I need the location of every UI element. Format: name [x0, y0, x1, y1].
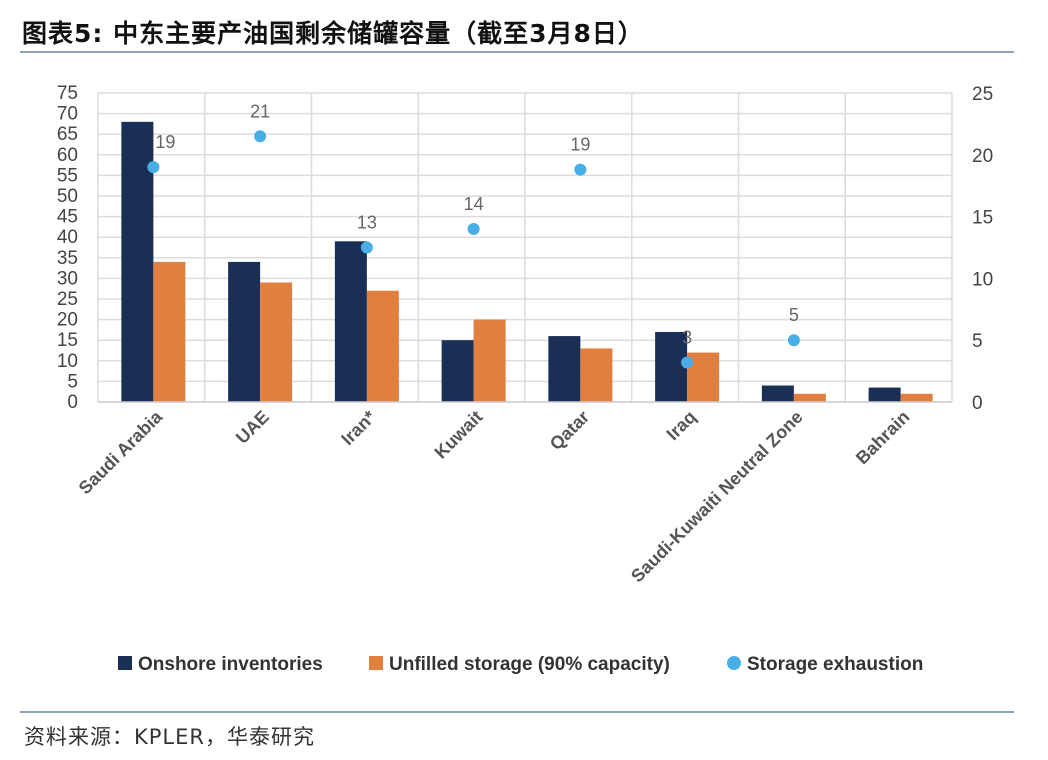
data-label: 13 — [357, 213, 377, 233]
right-axis-tick: 10 — [972, 269, 993, 290]
storage-exhaustion-point — [254, 130, 267, 143]
bar-onshore — [548, 336, 581, 402]
category-label: Saudi-Kuwaiti Neutral Zone — [627, 407, 807, 587]
storage-exhaustion-point — [681, 356, 694, 369]
bar-unfilled — [366, 290, 399, 402]
right-axis-tick: 25 — [972, 84, 993, 105]
storage-exhaustion-point — [787, 334, 800, 347]
left-axis-tick: 45 — [57, 207, 78, 228]
left-axis-tick: 70 — [57, 104, 78, 125]
bar-onshore — [334, 241, 367, 402]
category-label: Saudi Arabia — [75, 406, 167, 498]
left-axis-tick: 50 — [57, 186, 78, 207]
right-axis-tick: 20 — [972, 146, 993, 167]
left-axis-tick: 5 — [67, 371, 78, 392]
bar-unfilled — [260, 282, 293, 402]
left-axis-tick: 55 — [57, 165, 78, 186]
bar-onshore — [761, 385, 794, 402]
bar-unfilled — [153, 261, 186, 402]
legend-label: Storage exhaustion — [747, 654, 923, 675]
chart-title: 图表5: 中东主要产油国剩余储罐容量（截至3月8日） — [22, 19, 644, 48]
storage-exhaustion-point — [147, 161, 160, 174]
legend-swatch — [118, 656, 132, 670]
bar-onshore — [228, 261, 261, 402]
storage-exhaustion-point — [467, 222, 480, 235]
data-label: 5 — [789, 305, 799, 325]
bar-unfilled — [900, 393, 933, 402]
category-label: Kuwait — [431, 407, 487, 463]
storage-exhaustion-point — [574, 163, 587, 176]
data-label: 19 — [155, 132, 175, 152]
category-label: Iraq — [662, 407, 699, 444]
legend-label: Onshore inventories — [138, 654, 323, 675]
category-label: Iran* — [337, 407, 379, 449]
left-axis-tick: 10 — [57, 351, 78, 372]
title-divider — [20, 51, 1014, 53]
category-label: Bahrain — [852, 407, 914, 469]
category-label: Qatar — [546, 407, 593, 454]
legend-swatch — [369, 656, 383, 670]
left-axis-tick: 25 — [57, 289, 78, 310]
source-divider — [20, 711, 1014, 713]
bar-onshore — [868, 387, 901, 402]
left-axis-tick: 40 — [57, 227, 78, 248]
legend-label: Unfilled storage (90% capacity) — [389, 654, 670, 675]
data-label: 14 — [464, 194, 484, 214]
left-axis-tick: 20 — [57, 310, 78, 331]
data-label: 3 — [682, 327, 692, 347]
right-axis-tick: 5 — [972, 331, 983, 352]
legend-swatch — [727, 656, 741, 670]
left-axis-tick: 65 — [57, 124, 78, 145]
left-axis-tick: 60 — [57, 145, 78, 166]
bar-onshore — [441, 340, 474, 402]
left-axis-tick: 15 — [57, 330, 78, 351]
bar-unfilled — [793, 393, 826, 402]
source-note: 资料来源：KPLER，华泰研究 — [24, 725, 315, 749]
left-axis-tick: 35 — [57, 248, 78, 269]
right-axis-tick: 15 — [972, 208, 993, 229]
data-label: 19 — [570, 135, 590, 155]
bar-unfilled — [580, 348, 613, 402]
data-label: 21 — [250, 101, 270, 121]
left-axis-tick: 0 — [67, 392, 78, 413]
left-axis-tick: 30 — [57, 268, 78, 289]
bar-onshore — [655, 331, 688, 402]
right-axis-tick: 0 — [972, 393, 983, 414]
category-label: UAE — [232, 407, 273, 448]
storage-exhaustion-point — [360, 241, 373, 254]
bar-unfilled — [473, 319, 506, 402]
left-axis-tick: 75 — [57, 83, 78, 104]
